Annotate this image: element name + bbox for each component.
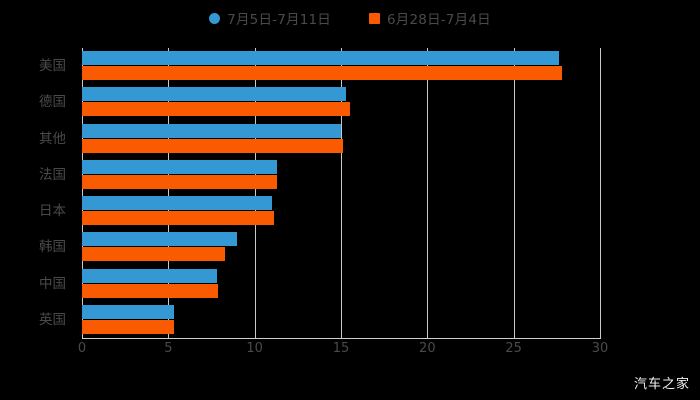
bar-group xyxy=(82,51,600,81)
bar-series-1[interactable] xyxy=(82,87,347,102)
y-axis-tick-label: 其他 xyxy=(39,130,66,147)
bar-series-2[interactable] xyxy=(82,174,278,189)
legend-item[interactable]: 6月28日-7月4日 xyxy=(369,8,491,28)
y-axis-tick-label: 韩国 xyxy=(39,239,66,256)
x-axis-tick-label: 30 xyxy=(591,341,609,356)
plot-area xyxy=(82,48,601,338)
bar-group xyxy=(82,123,600,154)
x-axis-tick-label: 25 xyxy=(505,341,522,356)
bar-series-1[interactable] xyxy=(82,268,217,283)
bar-series-1[interactable] xyxy=(82,51,559,66)
circle-marker-icon xyxy=(209,12,221,24)
bar-series-1[interactable] xyxy=(82,196,272,211)
y-axis-tick-label: 中国 xyxy=(39,275,66,292)
legend-item-label: 6月28日-7月4日 xyxy=(387,12,491,28)
bar-series-1[interactable] xyxy=(82,232,238,247)
legend-item[interactable]: 7月5日-7月11日 xyxy=(209,8,331,28)
bar-series-2[interactable] xyxy=(82,138,343,153)
bar-series-2[interactable] xyxy=(82,211,274,226)
bar-series-1[interactable] xyxy=(82,123,341,138)
bar-series-2[interactable] xyxy=(82,319,174,334)
legend-item-label: 7月5日-7月11日 xyxy=(227,12,331,28)
y-axis-labels: 美国德国其他法国日本韩国中国英国 xyxy=(0,48,74,338)
gridline xyxy=(168,48,170,338)
x-axis-tick-label: 10 xyxy=(246,341,263,356)
x-axis-tick-labels: 0 5 10 15 20 25 30 xyxy=(78,341,608,361)
y-axis-tick-label: 美国 xyxy=(39,58,66,75)
gridline xyxy=(513,48,515,338)
chart-legend: 7月5日-7月11日 6月28日-7月4日 xyxy=(0,8,700,28)
x-axis-tick-label: 20 xyxy=(419,341,436,356)
watermark-label: 汽车之家 xyxy=(633,377,690,392)
gridline xyxy=(254,48,256,338)
y-axis-tick-label: 德国 xyxy=(39,94,66,111)
bar-series-2[interactable] xyxy=(82,102,350,117)
x-axis-tick-label: 0 xyxy=(77,341,87,356)
bar-series-1[interactable] xyxy=(82,159,278,174)
x-axis-tick-label: 15 xyxy=(332,341,350,356)
x-axis-tick-label: 5 xyxy=(164,341,173,356)
bar-series-2[interactable] xyxy=(82,247,226,262)
square-marker-icon xyxy=(369,12,380,24)
gridline xyxy=(427,48,429,338)
bar-series-1[interactable] xyxy=(82,304,174,319)
bar-group xyxy=(82,304,600,335)
y-axis-tick-label: 日本 xyxy=(39,203,66,220)
bar-series-2[interactable] xyxy=(82,66,562,81)
gridline xyxy=(600,48,601,338)
x-axis-line xyxy=(82,338,601,339)
bar-series-2[interactable] xyxy=(82,283,219,298)
bar-group xyxy=(82,232,600,262)
y-axis-tick-label: 法国 xyxy=(39,166,66,183)
bar-group xyxy=(82,196,600,226)
y-axis-tick-label: 英国 xyxy=(39,311,66,328)
bar-group xyxy=(82,159,600,190)
gridline xyxy=(82,48,83,338)
gridline xyxy=(341,48,342,338)
bar-group xyxy=(82,268,600,299)
bar-group xyxy=(82,87,600,117)
